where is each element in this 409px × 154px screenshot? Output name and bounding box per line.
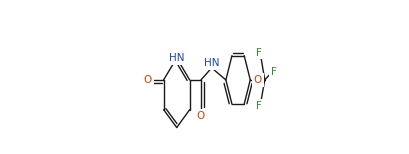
Text: F: F: [256, 101, 262, 111]
Text: O: O: [254, 75, 262, 85]
Text: HN: HN: [169, 53, 184, 63]
Text: F: F: [256, 48, 262, 58]
Text: HN: HN: [204, 58, 219, 68]
Text: O: O: [144, 75, 152, 85]
Text: F: F: [271, 67, 277, 77]
Text: O: O: [197, 111, 205, 121]
